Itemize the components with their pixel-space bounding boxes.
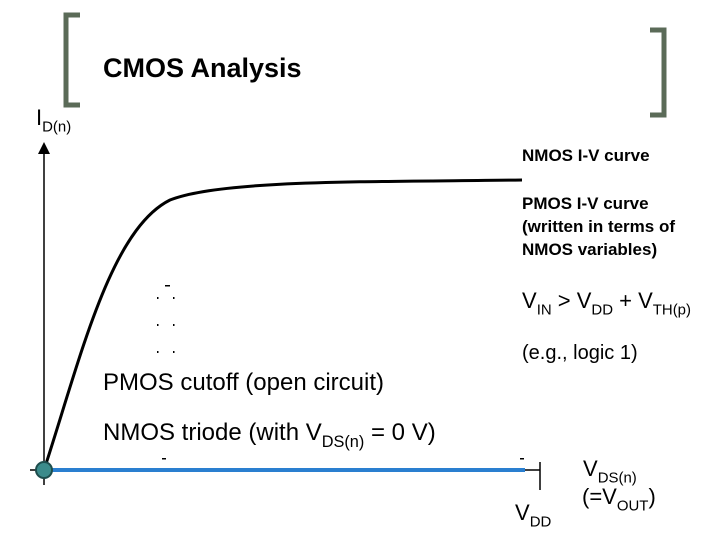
text-part: NMOS I-V curve (522, 146, 650, 165)
x-tick-label: VDD (515, 500, 551, 531)
operating-point (35, 461, 53, 479)
subscript: DD (530, 514, 552, 531)
left-bracket (63, 12, 80, 108)
iv-curve (42, 178, 523, 471)
text-part: (=V (582, 484, 617, 509)
text-part: (e.g., logic 1) (522, 342, 638, 364)
text-part: NMOS variables) (522, 240, 657, 259)
text-part: NMOS triode (with V (103, 419, 322, 446)
text-part: I (36, 105, 42, 130)
text-part: (written in terms of (522, 217, 675, 236)
subscript: DS(n) (598, 470, 637, 487)
text-part: V (583, 456, 598, 481)
nmos-state-label: NMOS triode (with VDS(n) = 0 V) (103, 419, 436, 451)
x-axis-label: VDS(n) (583, 456, 637, 487)
y-axis-label: ID(n) (36, 105, 71, 136)
example-label: (e.g., logic 1) (522, 342, 638, 364)
subscript: DS(n) (322, 433, 365, 451)
subscript: OUT (617, 498, 649, 515)
text-part: V (522, 288, 537, 313)
pmos-curve-label: PMOS I-V curve (522, 194, 649, 213)
text-part: + V (613, 288, 653, 313)
pmos-state-label: PMOS cutoff (open circuit) (103, 369, 384, 396)
x-axis-label: (=VOUT) (582, 484, 656, 515)
condition-label: VIN > VDD + VTH(p) (522, 288, 691, 319)
text-part: > V (552, 288, 592, 313)
text-part: = 0 V) (364, 419, 435, 446)
subscript: D(n) (42, 119, 71, 136)
subscript: DD (591, 302, 613, 319)
slide-title: CMOS Analysis (103, 53, 302, 83)
right-bracket (650, 27, 667, 118)
y-axis-arrow (38, 142, 50, 154)
pmos-curve-label: (written in terms of (522, 217, 675, 236)
text-part: V (515, 500, 530, 525)
text-part: ) (648, 484, 655, 509)
subscript: TH(p) (653, 302, 691, 319)
text-part: PMOS cutoff (open circuit) (103, 369, 384, 396)
pmos-curve-label: NMOS variables) (522, 240, 657, 259)
dotted-marks (157, 285, 524, 460)
subscript: IN (537, 302, 552, 319)
nmos-curve-label: NMOS I-V curve (522, 146, 650, 165)
text-part: PMOS I-V curve (522, 194, 649, 213)
